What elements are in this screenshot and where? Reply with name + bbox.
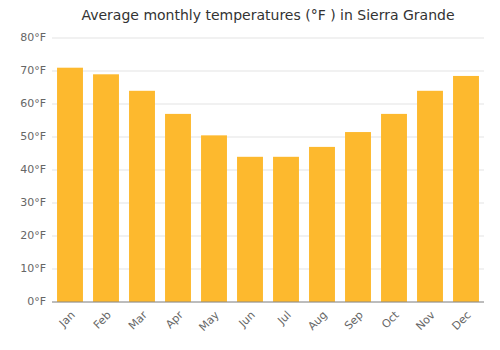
x-tick-label: Apr <box>163 308 186 331</box>
x-tick-label: Jun <box>236 309 258 331</box>
x-tick-label: Mar <box>126 308 150 332</box>
x-tick-label: Sep <box>342 309 366 333</box>
grid-line <box>52 71 484 72</box>
bar <box>237 157 263 302</box>
y-axis: 0°F 10°F 20°F 30°F 40°F 50°F 60°F 70°F 80°F <box>20 31 46 308</box>
x-axis: Jan Feb Mar Apr May Jun Jul Aug Sep Oct Nov Dec <box>52 302 484 334</box>
bar <box>273 157 299 302</box>
bar <box>381 114 407 302</box>
bar <box>417 91 443 302</box>
x-tick-label: May <box>196 308 222 334</box>
x-tick-label: Dec <box>450 309 474 333</box>
x-tick-label: Feb <box>91 309 114 332</box>
y-tick-label: 40°F <box>20 163 46 176</box>
grid-line <box>52 38 484 39</box>
grid-line <box>52 302 484 303</box>
bars <box>57 68 479 302</box>
title: Average monthly temperatures (°F ) in Si… <box>81 7 454 23</box>
y-tick-label: 0°F <box>27 295 46 308</box>
x-tick-label: Nov <box>413 308 438 333</box>
bar <box>93 74 119 302</box>
bar <box>201 135 227 302</box>
x-tick-label: Jul <box>274 309 293 328</box>
chart-container: 0°F 10°F 20°F 30°F 40°F 50°F 60°F 70°F 80°F Jan Fe… <box>0 0 500 350</box>
y-tick-label: 60°F <box>20 97 46 110</box>
x-tick-label: Oct <box>379 308 402 331</box>
y-tick-label: 70°F <box>20 64 46 77</box>
bar <box>309 147 335 302</box>
x-tick-label: Jan <box>56 309 78 331</box>
x-tick-label: Aug <box>305 309 329 333</box>
bar <box>129 91 155 302</box>
bar <box>165 114 191 302</box>
y-tick-label: 80°F <box>20 31 46 44</box>
bar <box>453 76 479 302</box>
y-tick-label: 30°F <box>20 196 46 209</box>
bar <box>57 68 83 302</box>
y-tick-label: 50°F <box>20 130 46 143</box>
y-tick-label: 10°F <box>20 262 46 275</box>
chart: 0°F 10°F 20°F 30°F 40°F 50°F 60°F 70°F 80°F Jan Fe… <box>0 0 500 350</box>
y-tick-label: 20°F <box>20 229 46 242</box>
x-axis-line <box>52 302 484 303</box>
grid <box>52 38 484 302</box>
bar <box>345 132 371 302</box>
